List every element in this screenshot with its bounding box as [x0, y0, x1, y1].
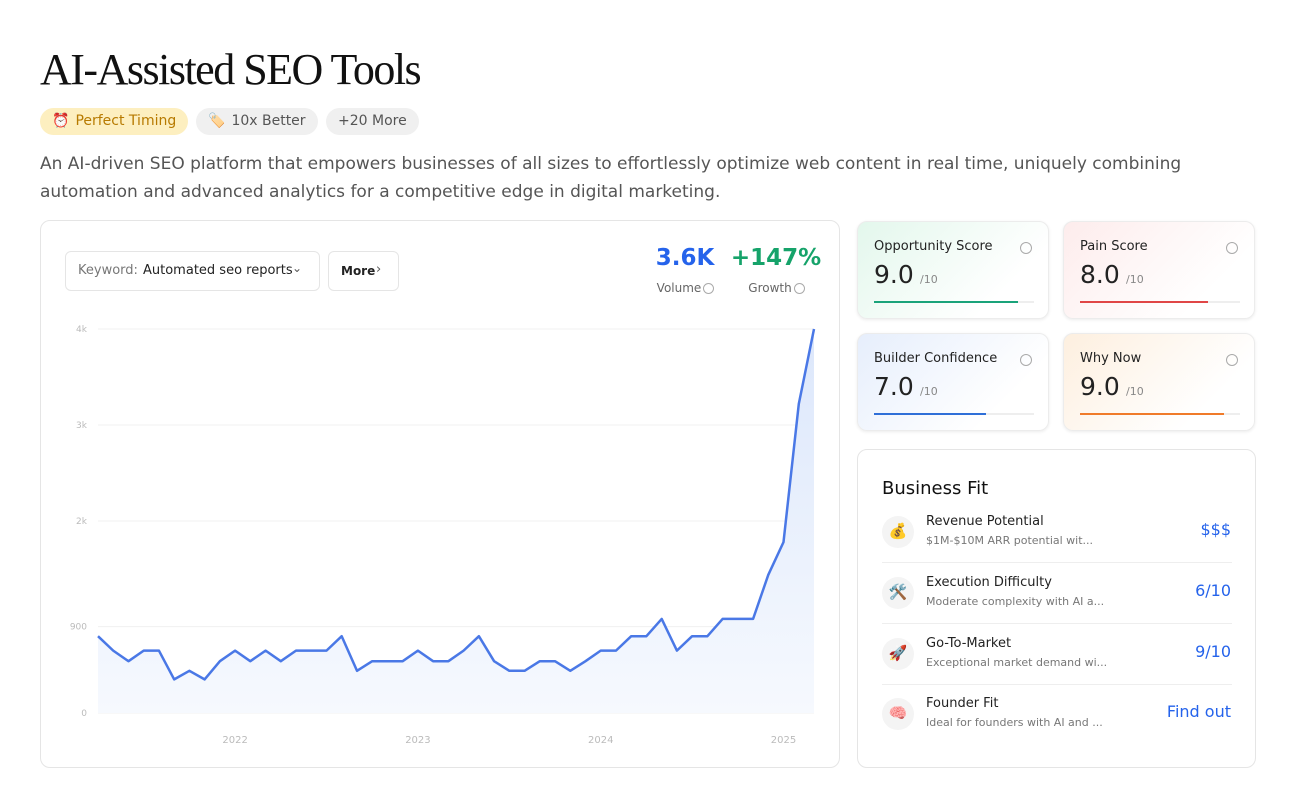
fit-title: Execution Difficulty	[926, 575, 1052, 590]
fit-value: $$$	[1200, 520, 1231, 539]
score-card: Builder Confidence 7.0/10	[857, 333, 1049, 431]
score-value: 9.0	[874, 260, 914, 289]
stat-value: +147%	[730, 245, 822, 271]
score-title: Opportunity Score	[874, 239, 993, 254]
stat-label: Growth	[748, 281, 792, 295]
score-card: Opportunity Score 9.0/10	[857, 221, 1049, 319]
fit-subtitle: Moderate complexity with AI a...	[926, 595, 1105, 608]
x-tick-label: 2023	[405, 735, 430, 746]
tag-label: +20 More	[338, 113, 407, 129]
tag[interactable]: 🏷️ 10x Better	[196, 108, 318, 135]
fit-title: Go-To-Market	[926, 636, 1012, 651]
y-tick-label: 900	[70, 623, 87, 633]
score-bar	[1080, 413, 1224, 415]
separator	[882, 623, 1232, 624]
line	[97, 328, 816, 681]
more-button[interactable]: More ›	[328, 251, 399, 291]
stat-value: 3.6K	[655, 245, 715, 271]
score-title: Why Now	[1080, 351, 1142, 366]
business-fit-title: Business Fit	[882, 478, 989, 499]
fit-subtitle: $1M-$10M ARR potential wit...	[926, 534, 1094, 547]
keyword-label: Keyword:	[78, 263, 138, 278]
fit-subtitle: Ideal for founders with AI and ...	[926, 716, 1103, 729]
fit-subtitle: Exceptional market demand wi...	[926, 656, 1108, 669]
score-title: Pain Score	[1080, 239, 1148, 254]
y-tick-label: 0	[81, 709, 87, 719]
fit-icon-bg	[882, 638, 914, 670]
score-value: 8.0	[1080, 260, 1120, 289]
tag-label: 10x Better	[231, 113, 306, 129]
keyword-value: Automated seo reports	[143, 263, 293, 278]
score-card: Why Now 9.0/10	[1063, 333, 1255, 431]
score-max: /10	[1126, 385, 1144, 398]
info-icon	[794, 283, 805, 294]
score-bar	[1080, 301, 1208, 303]
description: An AI-driven SEO platform that empowers …	[40, 154, 1182, 202]
keyword-select[interactable]: Keyword: Automated seo reports ⌄	[65, 251, 320, 291]
fit-value: 6/10	[1195, 581, 1231, 600]
info-icon	[703, 283, 714, 294]
fit-icon-bg	[882, 698, 914, 730]
info-icon	[1020, 354, 1032, 366]
tag-label: Perfect Timing	[75, 113, 177, 129]
info-icon	[1020, 242, 1032, 254]
y-tick-label: 2k	[76, 517, 88, 527]
separator	[882, 562, 1232, 563]
tag[interactable]: +20 More	[326, 108, 419, 135]
score-value: 7.0	[874, 372, 914, 401]
fit-icon: 🛠️	[888, 583, 908, 601]
x-tick-label: 2022	[222, 735, 247, 746]
stat-label: Volume	[656, 281, 702, 295]
fit-icon: 💰	[888, 522, 908, 540]
fit-icon: 🧠	[888, 704, 908, 722]
fit-value: 9/10	[1195, 642, 1231, 661]
score-value: 9.0	[1080, 372, 1120, 401]
fit-icon-bg	[882, 516, 914, 548]
y-tick-label: 4k	[76, 325, 88, 335]
y-tick-label: 3k	[76, 421, 88, 431]
score-bar	[874, 413, 986, 415]
score-max: /10	[1126, 273, 1144, 286]
x-tick-label: 2025	[771, 735, 796, 746]
more-label: More	[341, 264, 376, 278]
x-tick-label: 2024	[588, 735, 613, 746]
score-max: /10	[920, 273, 938, 286]
score-title: Builder Confidence	[874, 351, 998, 366]
tag[interactable]: ⏰ Perfect Timing	[40, 108, 189, 135]
info-icon	[1226, 242, 1238, 254]
separator	[882, 684, 1232, 685]
chevron: ⌄	[292, 261, 303, 275]
fit-value[interactable]: Find out	[1166, 702, 1231, 721]
score-max: /10	[920, 385, 938, 398]
fit-title: Founder Fit	[926, 696, 999, 711]
fit-icon-bg	[882, 577, 914, 609]
business-fit-card: Business Fit 💰 Revenue Potential $1M-$10M …	[857, 449, 1256, 768]
info-icon	[1226, 354, 1238, 366]
tag-icon: 🏷️	[208, 113, 226, 129]
fit-title: Revenue Potential	[926, 514, 1044, 529]
score-card: Pain Score 8.0/10	[1063, 221, 1255, 319]
tag-icon: ⏰	[52, 113, 70, 129]
score-bar	[874, 301, 1018, 303]
page-title: AI-Assisted SEO Tools	[40, 45, 422, 94]
area	[98, 329, 814, 713]
fit-icon: 🚀	[888, 644, 908, 662]
chevron: ›	[376, 262, 382, 277]
